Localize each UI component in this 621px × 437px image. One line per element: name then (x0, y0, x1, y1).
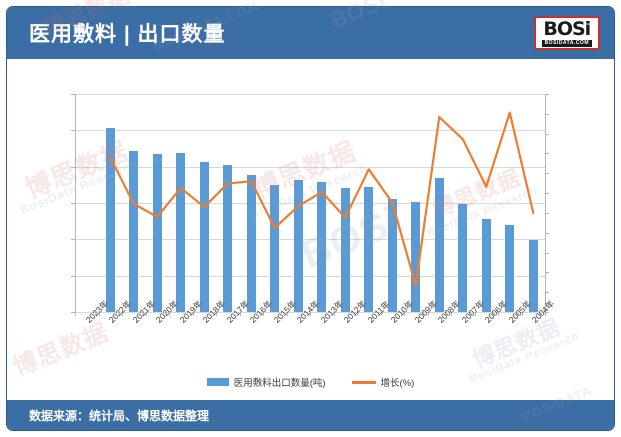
bar-2011年[interactable] (364, 187, 374, 312)
y-axis-left-tickmark (71, 239, 75, 241)
footer-bar: 数据来源：统计局、博思数据整理 (7, 400, 614, 430)
x-axis-tickmark (380, 312, 382, 316)
legend-label-bar: 医用敷料出口数量(吨) (233, 378, 326, 389)
gridline (75, 94, 545, 95)
y-axis-right-tickmark (545, 232, 549, 234)
x-axis-tickmark (427, 312, 429, 316)
y-axis-right-tickmark (545, 312, 549, 313)
logo-wordmark: BOSi (543, 18, 591, 40)
bar-2019年[interactable] (176, 152, 186, 312)
y-axis-right-tickmark (545, 193, 549, 195)
x-axis-tickmark (239, 312, 241, 316)
bar-2007年[interactable] (458, 203, 468, 312)
bar-2004年[interactable] (528, 240, 538, 312)
growth-line-path (109, 111, 535, 287)
y-axis-left-line (75, 94, 76, 312)
bar-2017年[interactable] (223, 164, 233, 312)
x-axis-tickmark (545, 312, 546, 316)
x-axis-tickmark (192, 312, 194, 316)
y-axis-left-tickmark (71, 275, 75, 277)
y-axis-left-tickmark (71, 166, 75, 168)
x-axis-tickmark (451, 312, 452, 316)
y-axis-left-tickmark (71, 94, 75, 95)
y-axis-right-line (545, 94, 546, 312)
bar-2013年[interactable] (317, 181, 327, 312)
y-axis-right-tickmark (545, 173, 549, 175)
y-axis-right-tickmark (545, 292, 549, 294)
bar-2021年[interactable] (129, 150, 139, 312)
y-axis-left-tickmark (71, 203, 75, 204)
legend-bar-swatch-icon (206, 378, 229, 386)
bar-2018年[interactable] (199, 162, 209, 312)
x-axis-tickmark (98, 312, 100, 316)
x-axis-tickmark (263, 312, 264, 316)
title-bar: 医用敷料 | 出口数量 BOSi BOSIDATA.COM (7, 7, 614, 59)
y-axis-right-tickmark (545, 272, 549, 274)
chart-legend: 医用敷料出口数量(吨) 增长(%) (7, 375, 614, 389)
bar-2008年[interactable] (434, 177, 444, 312)
page-title: 医用敷料 | 出口数量 (29, 23, 226, 46)
logo-domain: BOSIDATA.COM (541, 40, 592, 47)
y-axis-right-tickmark (545, 94, 549, 95)
x-axis-tickmark (75, 312, 76, 316)
data-source-text: 数据来源：统计局、博思数据整理 (29, 408, 210, 423)
gridline (75, 166, 545, 168)
bar-2015年[interactable] (270, 184, 280, 312)
line-series-layer (109, 111, 535, 287)
bar-2005年[interactable] (505, 224, 515, 312)
y-axis-right-tickmark (545, 133, 549, 135)
legend-line-swatch-icon (351, 380, 376, 384)
bar-2016年[interactable] (246, 174, 256, 312)
bar-2012年[interactable] (340, 188, 350, 312)
legend-label-line: 增长(%) (380, 378, 415, 389)
gridline (75, 239, 545, 241)
y-axis-right-tickmark (545, 113, 549, 115)
y-axis-left-tickmark (71, 312, 75, 313)
x-axis-tickmark (216, 312, 217, 316)
gridline (75, 203, 545, 204)
gridline (75, 130, 545, 132)
x-axis-tickmark (122, 312, 123, 316)
x-axis-tickmark (474, 312, 476, 316)
y-axis-right-tickmark (545, 252, 549, 254)
bar-2020年[interactable] (152, 154, 162, 312)
x-axis-labels: 2023年 2022年 2021年 2020年 2019年 2018年 2017年 2016年… (75, 298, 556, 377)
chart-plot-area: 050000100000150000200000250000300000-25.… (7, 59, 614, 402)
x-axis-tickmark (169, 312, 170, 316)
x-axis-tickmark (357, 312, 358, 316)
x-axis-tickmark (333, 312, 335, 316)
x-axis-tickmark (145, 312, 147, 316)
legend-item-line[interactable]: 增长(%) (351, 375, 415, 389)
bar-2009年[interactable] (411, 202, 421, 312)
x-axis-tickmark (404, 312, 405, 316)
x-axis-tickmark (310, 312, 311, 316)
x-axis-tickmark (498, 312, 499, 316)
bosi-logo: BOSi BOSIDATA.COM (533, 16, 600, 50)
y-axis-right-tickmark (545, 212, 549, 214)
bar-2022年[interactable] (105, 128, 115, 312)
x-axis-tickmark (286, 312, 288, 316)
chart-card: 医用敷料 | 出口数量 BOSi BOSIDATA.COM 0500001000… (6, 6, 615, 431)
bar-2006年[interactable] (481, 219, 491, 312)
bar-2014年[interactable] (293, 179, 303, 312)
bar-2010年[interactable] (387, 199, 397, 312)
y-axis-left-tickmark (71, 130, 75, 132)
y-axis-right-tickmark (545, 153, 549, 155)
legend-item-bar[interactable]: 医用敷料出口数量(吨) (206, 375, 326, 389)
x-axis-tickmark (521, 312, 523, 316)
gridline (75, 275, 545, 277)
bar-series-layer (75, 94, 546, 316)
